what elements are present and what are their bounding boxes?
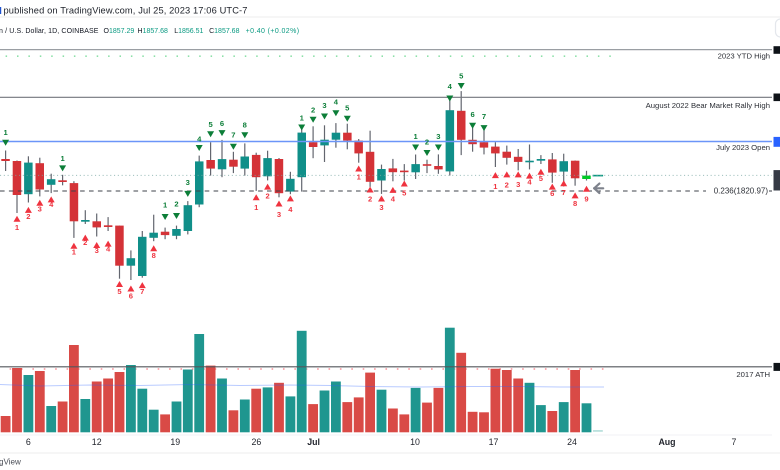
- svg-text:4: 4: [106, 244, 111, 253]
- svg-text:4: 4: [527, 178, 532, 187]
- svg-text:9: 9: [584, 195, 588, 204]
- svg-text:5: 5: [117, 287, 122, 296]
- svg-text:7: 7: [482, 112, 486, 121]
- svg-text:2: 2: [174, 200, 178, 209]
- svg-text:2023 YTD High: 2023 YTD High: [718, 52, 770, 61]
- svg-text:6: 6: [470, 110, 474, 119]
- svg-text:July 2023 Open: July 2023 Open: [716, 143, 770, 152]
- svg-text:3: 3: [436, 132, 440, 141]
- svg-text:8: 8: [573, 199, 577, 208]
- svg-text:4: 4: [448, 82, 453, 91]
- svg-text:5: 5: [345, 104, 350, 113]
- svg-text:1: 1: [3, 128, 8, 137]
- svg-text:6: 6: [129, 292, 133, 301]
- svg-text:2: 2: [83, 238, 87, 247]
- svg-text:3: 3: [277, 210, 281, 219]
- svg-text:3: 3: [95, 246, 99, 255]
- svg-text:5: 5: [539, 174, 544, 183]
- svg-text:7: 7: [562, 188, 566, 197]
- svg-text:5: 5: [459, 71, 464, 80]
- svg-text:3: 3: [516, 180, 520, 189]
- svg-text:24: 24: [567, 437, 577, 447]
- svg-text:3: 3: [322, 101, 326, 110]
- svg-text:1: 1: [72, 248, 77, 257]
- svg-text:2: 2: [311, 105, 315, 114]
- svg-text:4: 4: [391, 195, 396, 204]
- svg-text:3: 3: [186, 178, 190, 187]
- svg-text:4: 4: [49, 200, 54, 209]
- svg-text:1: 1: [163, 200, 168, 209]
- svg-text:10: 10: [410, 437, 420, 447]
- svg-text:2: 2: [425, 137, 429, 146]
- svg-text:17: 17: [489, 437, 499, 447]
- svg-text:0.236(1820.97): 0.236(1820.97): [714, 187, 769, 196]
- svg-text:6: 6: [26, 437, 31, 447]
- svg-text:3: 3: [379, 203, 383, 212]
- svg-text:4: 4: [197, 135, 202, 144]
- svg-text:8: 8: [243, 121, 247, 130]
- svg-text:6: 6: [550, 189, 554, 198]
- svg-text:2017 ATH: 2017 ATH: [736, 370, 770, 379]
- svg-text:5: 5: [402, 188, 407, 197]
- svg-text:2: 2: [26, 212, 30, 221]
- svg-text:1: 1: [300, 114, 305, 123]
- svg-text:5: 5: [208, 120, 213, 129]
- svg-text:1: 1: [15, 223, 20, 232]
- svg-text:August 2022 Bear Market Rally: August 2022 Bear Market Rally High: [646, 101, 770, 110]
- svg-text:7: 7: [231, 130, 235, 139]
- svg-text:Aug: Aug: [658, 437, 675, 447]
- svg-text:1: 1: [357, 172, 362, 181]
- svg-text:published on TradingView.com,: published on TradingView.com, Jul 25, 20…: [4, 6, 248, 16]
- svg-text:8: 8: [152, 251, 156, 260]
- svg-text:1: 1: [413, 132, 418, 141]
- svg-text:2: 2: [368, 195, 372, 204]
- svg-text:1: 1: [493, 182, 498, 191]
- svg-text:1: 1: [60, 154, 65, 163]
- svg-text:26: 26: [252, 437, 262, 447]
- svg-text:7: 7: [732, 437, 737, 447]
- svg-text:1: 1: [254, 203, 259, 212]
- svg-text:Jul: Jul: [307, 437, 320, 447]
- svg-text:2: 2: [505, 181, 509, 190]
- svg-text:2: 2: [265, 191, 269, 200]
- svg-text:gView: gView: [0, 458, 21, 467]
- svg-text:6: 6: [220, 119, 224, 128]
- svg-text:12: 12: [92, 437, 102, 447]
- svg-text:4: 4: [334, 97, 339, 106]
- svg-text:7: 7: [140, 287, 144, 296]
- svg-text:19: 19: [170, 437, 180, 447]
- svg-text:3: 3: [38, 205, 42, 214]
- svg-text:4: 4: [288, 205, 293, 214]
